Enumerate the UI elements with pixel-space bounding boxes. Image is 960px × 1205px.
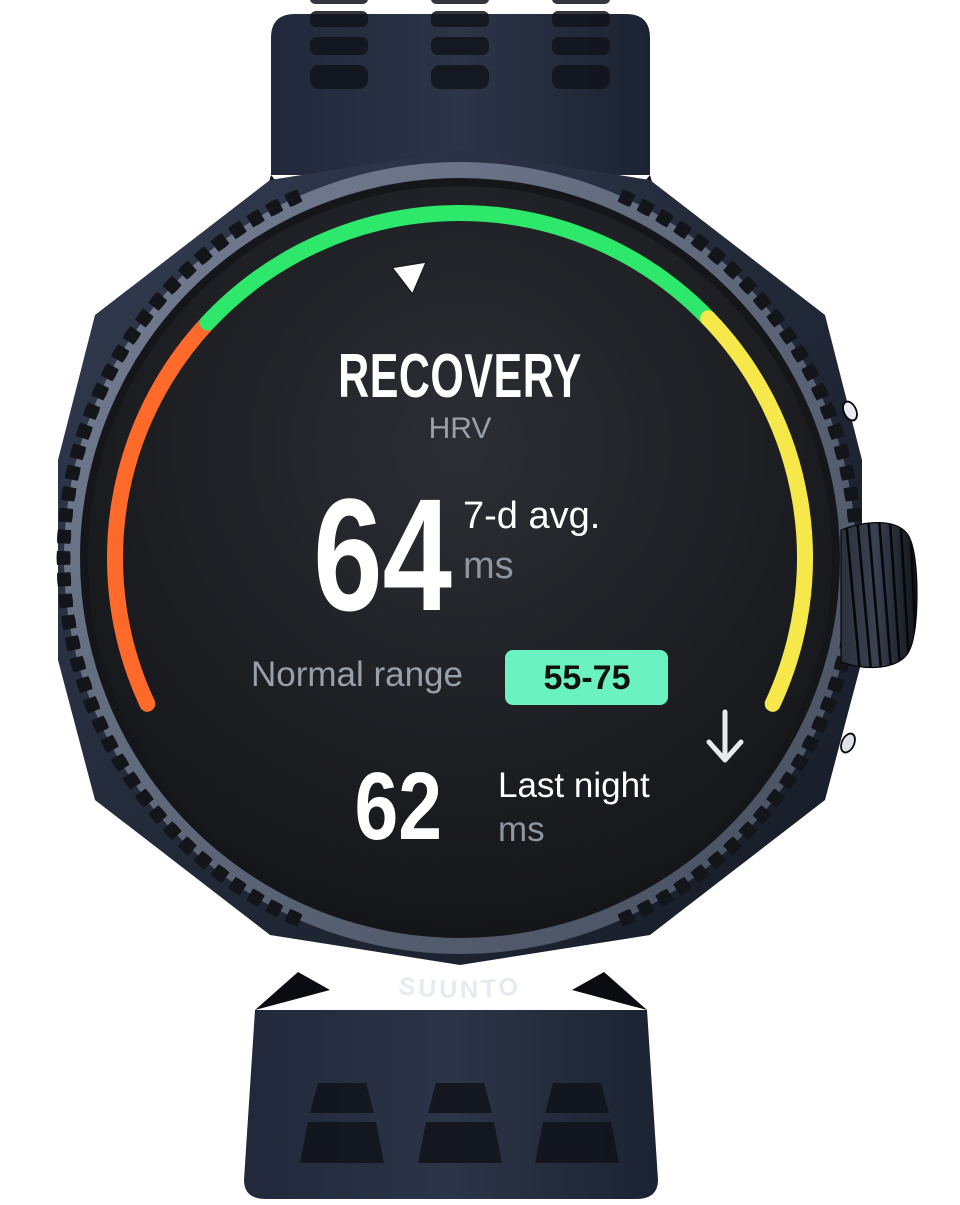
svg-text:62: 62 [354, 753, 442, 860]
svg-text:Normal range: Normal range [251, 655, 463, 694]
svg-text:Last night: Last night [498, 766, 650, 805]
svg-text:RECOVERY: RECOVERY [338, 342, 582, 411]
svg-text:SUUNTO: SUUNTO [397, 972, 522, 1004]
svg-text:64: 64 [313, 466, 452, 644]
svg-text:HRV: HRV [429, 412, 492, 445]
svg-text:55-75: 55-75 [544, 659, 631, 697]
svg-text:ms: ms [463, 545, 514, 587]
svg-text:ms: ms [498, 810, 545, 849]
svg-text:7-d avg.: 7-d avg. [463, 495, 600, 537]
